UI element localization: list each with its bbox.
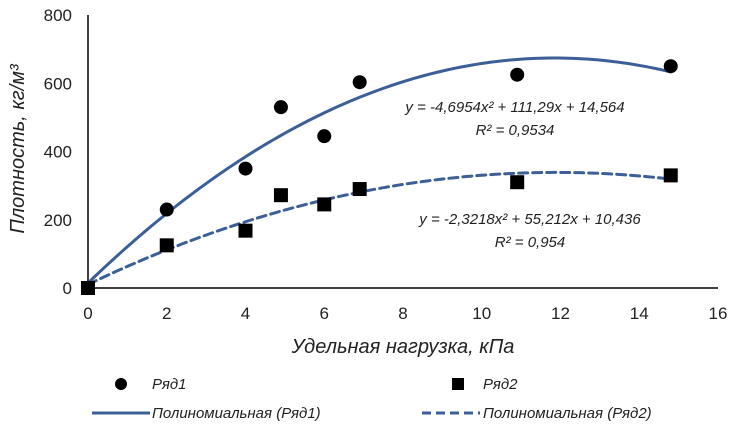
legend-label-trend1: Полиномиальная (Ряд1) (152, 405, 321, 422)
x-tick-label: 8 (398, 304, 407, 323)
x-tick-label: 14 (630, 304, 649, 323)
trendline-series1 (86, 56, 673, 285)
axes: 0 2 4 6 8 10 12 14 16 0 200 400 600 800 (44, 6, 728, 323)
x-tick-label: 2 (162, 304, 171, 323)
legend-marker-series1 (115, 378, 127, 390)
legend-marker-series2 (452, 378, 464, 390)
series1-point (352, 75, 367, 90)
y-tick-label: 400 (44, 143, 72, 162)
x-tick-label: 4 (241, 304, 250, 323)
y-tick-label: 0 (63, 279, 72, 298)
x-tick-label: 16 (709, 304, 728, 323)
y-axis-title: Плотность, кг/м³ (7, 63, 29, 234)
x-tick-label: 6 (320, 304, 329, 323)
equation-labels: y = -4,6954x² + 111,29x + 14,564 R² = 0,… (404, 99, 641, 251)
series1-point (273, 100, 288, 115)
legend-label-series2: Ряд2 (483, 376, 518, 393)
equation-series2: y = -2,3218x² + 55,212x + 10,436 (418, 211, 641, 228)
series2-point (273, 188, 288, 203)
x-axis-title: Удельная нагрузка, кПа (291, 336, 515, 358)
series2-point (159, 238, 174, 253)
series2-point (317, 197, 332, 212)
series1-point (159, 202, 174, 217)
y-tick-label: 200 (44, 211, 72, 230)
data-points (81, 59, 678, 295)
series1-point (663, 59, 678, 74)
series2-point (238, 223, 253, 238)
r2-series1: R² = 0,9534 (476, 122, 555, 139)
series1-point (510, 67, 525, 82)
series1-point (238, 161, 253, 176)
r2-series2: R² = 0,954 (495, 234, 565, 251)
x-tick-label: 12 (551, 304, 570, 323)
equation-series1: y = -4,6954x² + 111,29x + 14,564 (404, 99, 624, 116)
series2-point (663, 168, 678, 183)
x-tick-label: 10 (472, 304, 491, 323)
series2-point (352, 182, 367, 197)
trendlines (86, 56, 673, 286)
series1-point (317, 129, 332, 144)
trendline-series2 (86, 170, 673, 286)
series2-point (81, 281, 95, 295)
y-tick-label: 600 (44, 74, 72, 93)
y-tick-label: 800 (44, 6, 72, 25)
axis-titles: Удельная нагрузка, кПа Плотность, кг/м³ (7, 63, 514, 358)
x-tick-label: 0 (83, 304, 92, 323)
series2-point (510, 175, 525, 190)
legend: Ряд1 Ряд2 Полиномиальная (Ряд1) Полиномиаль… (92, 376, 652, 422)
legend-label-series1: Ряд1 (152, 376, 186, 393)
legend-label-trend2: Полиномиальная (Ряд2) (483, 405, 652, 422)
